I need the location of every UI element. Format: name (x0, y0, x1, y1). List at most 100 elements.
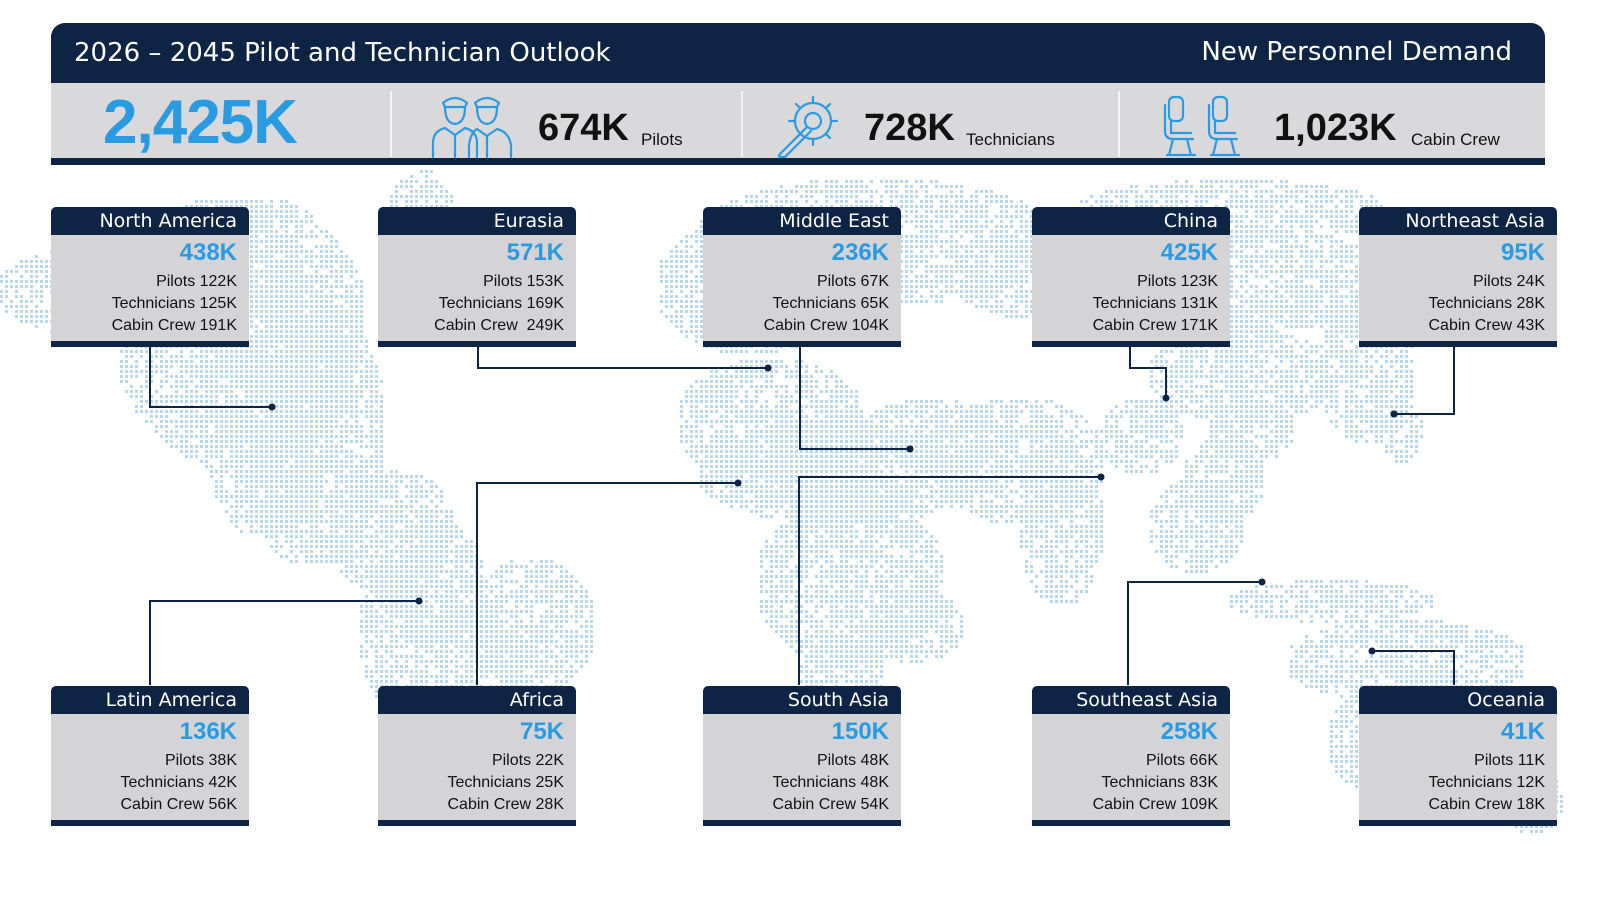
map-dot (240, 480, 243, 483)
map-dot (335, 545, 338, 548)
map-dot (320, 450, 323, 453)
map-dot (285, 500, 288, 503)
map-dot (450, 635, 453, 638)
map-dot (185, 455, 188, 458)
map-dot (510, 630, 513, 633)
map-dot (250, 235, 253, 238)
map-dot (415, 515, 418, 518)
map-dot (175, 420, 178, 423)
map-dot (45, 270, 48, 273)
map-dot (395, 560, 398, 563)
map-dot (160, 410, 163, 413)
map-dot (330, 300, 333, 303)
map-dot (315, 245, 318, 248)
map-dot (20, 305, 23, 308)
map-dot (405, 640, 408, 643)
map-dot (315, 320, 318, 323)
map-dot (295, 205, 298, 208)
map-dot (170, 430, 173, 433)
map-dot (345, 575, 348, 578)
map-dot (275, 325, 278, 328)
map-dot (355, 485, 358, 488)
map-dot (365, 495, 368, 498)
map-dot (240, 495, 243, 498)
map-dot (300, 285, 303, 288)
map-dot (220, 435, 223, 438)
map-dot (255, 240, 258, 243)
map-dot (480, 600, 483, 603)
map-dot (320, 230, 323, 233)
map-dot (335, 480, 338, 483)
map-dot (325, 265, 328, 268)
map-dot (410, 595, 413, 598)
map-dot (300, 355, 303, 358)
map-dot (310, 390, 313, 393)
map-dot (510, 570, 513, 573)
map-dot (150, 400, 153, 403)
map-dot (675, 300, 678, 303)
map-dot (345, 385, 348, 388)
map-dot (360, 520, 363, 523)
map-dot (425, 520, 428, 523)
map-dot (570, 650, 573, 653)
map-dot (520, 650, 523, 653)
map-dot (270, 430, 273, 433)
map-dot (440, 525, 443, 528)
map-dot (500, 590, 503, 593)
map-dot (355, 295, 358, 298)
map-dot (360, 300, 363, 303)
map-dot (540, 670, 543, 673)
map-dot (525, 580, 528, 583)
map-dot (340, 425, 343, 428)
map-dot (225, 355, 228, 358)
map-dot (410, 640, 413, 643)
map-dot (680, 290, 683, 293)
map-dot (350, 510, 353, 513)
map-dot (330, 380, 333, 383)
map-dot (385, 550, 388, 553)
map-dot (255, 345, 258, 348)
map-dot (495, 635, 498, 638)
map-dot (270, 300, 273, 303)
map-dot (365, 380, 368, 383)
map-dot (370, 680, 373, 683)
map-dot (310, 395, 313, 398)
map-dot (225, 435, 228, 438)
map-dot (555, 655, 558, 658)
map-dot (275, 295, 278, 298)
map-dot (315, 455, 318, 458)
map-dot (280, 295, 283, 298)
map-dot (35, 270, 38, 273)
map-dot (405, 595, 408, 598)
map-dot (545, 650, 548, 653)
map-dot (370, 585, 373, 588)
map-dot (365, 345, 368, 348)
map-dot (420, 205, 423, 208)
map-dot (400, 510, 403, 513)
map-dot (260, 410, 263, 413)
map-dot (350, 260, 353, 263)
map-dot (440, 565, 443, 568)
map-dot (295, 525, 298, 528)
map-dot (375, 535, 378, 538)
map-dot (395, 510, 398, 513)
map-dot (430, 530, 433, 533)
map-dot (370, 630, 373, 633)
map-dot (255, 470, 258, 473)
map-dot (555, 630, 558, 633)
map-dot (5, 310, 8, 313)
map-dot (235, 430, 238, 433)
map-dot (310, 505, 313, 508)
map-dot (345, 570, 348, 573)
map-dot (350, 475, 353, 478)
map-dot (300, 325, 303, 328)
map-dot (210, 200, 213, 203)
map-dot (430, 675, 433, 678)
map-dot (305, 355, 308, 358)
map-dot (400, 505, 403, 508)
map-dot (380, 635, 383, 638)
map-dot (145, 380, 148, 383)
map-dot (305, 320, 308, 323)
map-dot (300, 290, 303, 293)
map-dot (275, 280, 278, 283)
